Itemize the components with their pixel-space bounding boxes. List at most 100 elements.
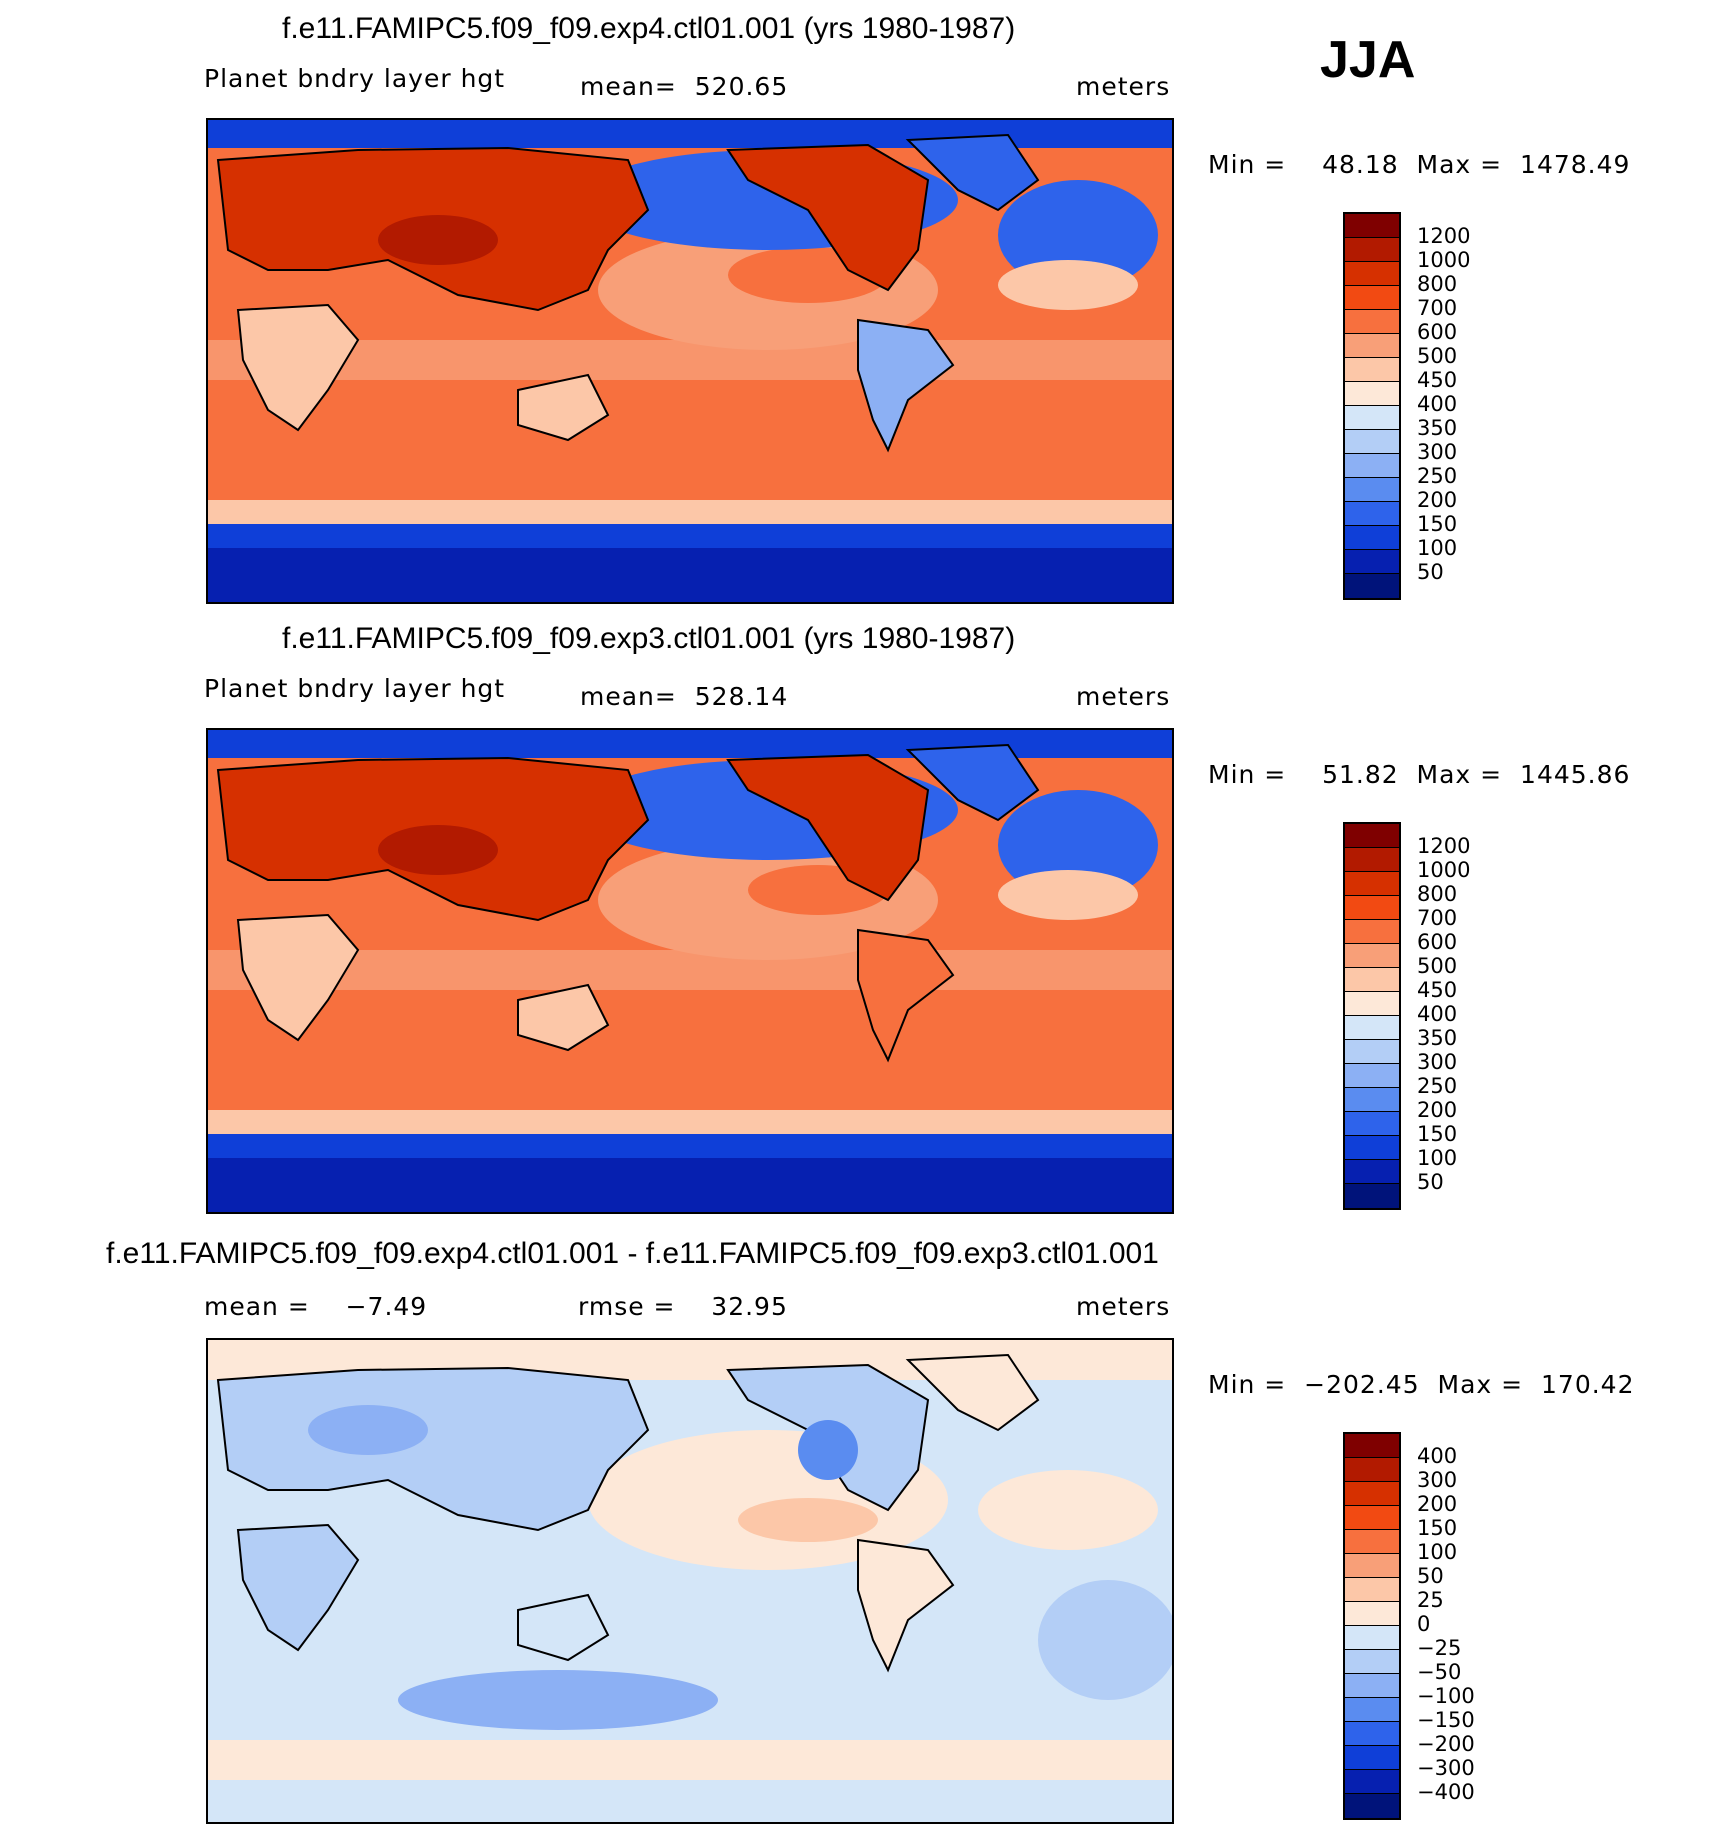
colorbar-swatch bbox=[1345, 1434, 1399, 1458]
panel1-tibet-max bbox=[378, 215, 498, 265]
colorbar-swatch bbox=[1345, 872, 1399, 896]
panel3-natl-pos bbox=[978, 1470, 1158, 1550]
colorbar-swatch bbox=[1345, 1554, 1399, 1578]
panel3-australia bbox=[517, 1593, 610, 1662]
colorbar-swatch bbox=[1345, 1040, 1399, 1064]
colorbar-swatch bbox=[1345, 478, 1399, 502]
panel1-map bbox=[206, 118, 1174, 604]
colorbar-level-label: 1200 bbox=[1417, 834, 1471, 858]
colorbar-swatch bbox=[1345, 1160, 1399, 1184]
panel2-max-label: Max = bbox=[1416, 760, 1503, 789]
panel3-rmse: rmse = 32.95 bbox=[578, 1292, 788, 1321]
panel2-min-value: 51.82 bbox=[1322, 760, 1399, 789]
panel3-map bbox=[206, 1338, 1174, 1824]
panel1-mean-label: mean= bbox=[580, 72, 677, 101]
colorbar-level-label: 50 bbox=[1417, 1564, 1444, 1588]
panel2-units: meters bbox=[1076, 682, 1171, 711]
colorbar-swatch bbox=[1345, 1088, 1399, 1112]
colorbar-level-label: 700 bbox=[1417, 906, 1458, 930]
panel2-max-value: 1445.86 bbox=[1520, 760, 1631, 789]
panel3-npac-pos2 bbox=[738, 1498, 878, 1542]
colorbar-level-label: −100 bbox=[1417, 1684, 1475, 1708]
panel3-mean: mean = −7.49 bbox=[204, 1292, 427, 1321]
colorbar-swatch bbox=[1345, 1770, 1399, 1794]
panel2-antarctic bbox=[208, 1158, 1172, 1212]
panel3-rmse-value: 32.95 bbox=[711, 1292, 788, 1321]
panel1-antarctic bbox=[208, 548, 1172, 602]
colorbar-box bbox=[1343, 1432, 1401, 1820]
colorbar-swatch bbox=[1345, 1016, 1399, 1040]
panel3-south-band bbox=[208, 1740, 1172, 1780]
colorbar-swatch bbox=[1345, 1136, 1399, 1160]
colorbar-swatch bbox=[1345, 1112, 1399, 1136]
panel2-arctic-band bbox=[208, 730, 1172, 758]
panel3-eurasia bbox=[216, 1366, 650, 1532]
colorbar-level-label: 1200 bbox=[1417, 224, 1471, 248]
colorbar-swatch bbox=[1345, 286, 1399, 310]
colorbar-swatch bbox=[1345, 454, 1399, 478]
panel1-natl-light bbox=[998, 260, 1138, 310]
panel2-australia bbox=[517, 983, 610, 1052]
panel2-mean-value: 528.14 bbox=[694, 682, 789, 711]
colorbar-level-label: 800 bbox=[1417, 272, 1458, 296]
panel3-africa bbox=[236, 1523, 360, 1652]
colorbar-swatch bbox=[1345, 1530, 1399, 1554]
colorbar-swatch bbox=[1345, 1674, 1399, 1698]
panel3-min-value: −202.45 bbox=[1304, 1370, 1420, 1399]
colorbar-swatch bbox=[1345, 848, 1399, 872]
panel1-mean: mean= 520.65 bbox=[580, 72, 788, 101]
panel3-units: meters bbox=[1076, 1292, 1171, 1321]
colorbar-swatch bbox=[1345, 968, 1399, 992]
colorbar-level-label: 350 bbox=[1417, 416, 1458, 440]
panel2-north-america bbox=[726, 753, 930, 902]
colorbar-swatch bbox=[1345, 1578, 1399, 1602]
panel1-australia bbox=[517, 373, 610, 442]
colorbar-level-label: 500 bbox=[1417, 344, 1458, 368]
panel2-min-label: Min = bbox=[1208, 760, 1287, 789]
panel2-title: f.e11.FAMIPC5.f09_f09.exp3.ctl01.001 (yr… bbox=[282, 622, 1016, 655]
colorbar-level-label: 25 bbox=[1417, 1588, 1444, 1612]
colorbar-swatch bbox=[1345, 238, 1399, 262]
colorbar-swatch bbox=[1345, 574, 1399, 598]
colorbar-swatch bbox=[1345, 1722, 1399, 1746]
colorbar-level-label: 200 bbox=[1417, 488, 1458, 512]
colorbar-level-label: 150 bbox=[1417, 1516, 1458, 1540]
colorbar-level-label: 500 bbox=[1417, 954, 1458, 978]
colorbar-swatch bbox=[1345, 992, 1399, 1016]
panel3-minmax: Min = −202.45 Max = 170.42 bbox=[1208, 1370, 1635, 1399]
colorbar-level-label: 100 bbox=[1417, 1146, 1458, 1170]
panel3-eurasia-neg bbox=[308, 1405, 428, 1455]
panel2-tropic-band bbox=[208, 950, 1172, 990]
colorbar-level-label: 1000 bbox=[1417, 248, 1471, 272]
colorbar-swatch bbox=[1345, 1506, 1399, 1530]
panel3-na-neg bbox=[798, 1420, 858, 1480]
panel1-so-light-band bbox=[208, 500, 1172, 524]
colorbar-level-label: 150 bbox=[1417, 512, 1458, 536]
panel2-so-light-band bbox=[208, 1110, 1172, 1134]
panel1-max-label: Max = bbox=[1416, 150, 1503, 179]
colorbar-level-label: −150 bbox=[1417, 1708, 1475, 1732]
colorbar-level-label: 150 bbox=[1417, 1122, 1458, 1146]
colorbar-swatch bbox=[1345, 896, 1399, 920]
panel2-south-america bbox=[857, 928, 955, 1063]
colorbar-swatch bbox=[1345, 214, 1399, 238]
panel3-max-label: Max = bbox=[1437, 1370, 1524, 1399]
colorbar-swatch bbox=[1345, 1602, 1399, 1626]
colorbar-level-label: 300 bbox=[1417, 1050, 1458, 1074]
panel2-mean: mean= 528.14 bbox=[580, 682, 788, 711]
colorbar-level-label: −25 bbox=[1417, 1636, 1462, 1660]
colorbar-swatch bbox=[1345, 334, 1399, 358]
colorbar-level-label: 250 bbox=[1417, 1074, 1458, 1098]
panel2-tibet-max bbox=[378, 825, 498, 875]
colorbar-level-label: 200 bbox=[1417, 1098, 1458, 1122]
panel1-africa bbox=[236, 303, 360, 432]
panel3-rmse-label: rmse = bbox=[578, 1292, 676, 1321]
colorbar-level-label: 400 bbox=[1417, 1444, 1458, 1468]
colorbar-swatch bbox=[1345, 310, 1399, 334]
season-label: JJA bbox=[1320, 31, 1416, 89]
colorbar-level-label: 1000 bbox=[1417, 858, 1471, 882]
colorbar-level-label: 50 bbox=[1417, 1170, 1444, 1194]
panel3-south-america bbox=[857, 1538, 955, 1673]
colorbar-level-label: 450 bbox=[1417, 368, 1458, 392]
panel3-mean-label: mean = bbox=[204, 1292, 310, 1321]
